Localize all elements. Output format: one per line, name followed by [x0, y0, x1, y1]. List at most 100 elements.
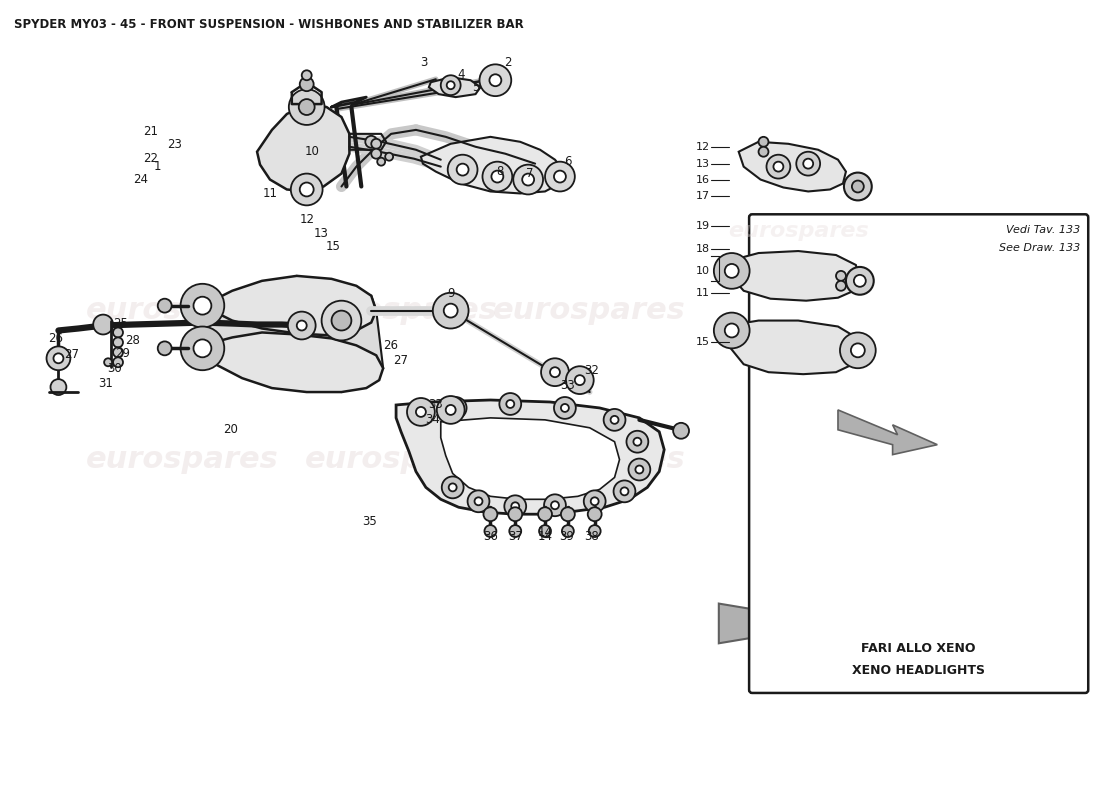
Polygon shape	[441, 418, 619, 499]
Circle shape	[725, 323, 739, 338]
Text: 5: 5	[472, 81, 480, 94]
Text: 33: 33	[428, 398, 443, 411]
Circle shape	[844, 173, 871, 200]
Circle shape	[554, 397, 575, 419]
Circle shape	[627, 430, 648, 453]
Circle shape	[575, 375, 585, 385]
Text: 39: 39	[560, 530, 574, 542]
Text: 17: 17	[696, 191, 710, 202]
Circle shape	[456, 164, 469, 175]
Circle shape	[444, 397, 466, 419]
Circle shape	[492, 170, 504, 182]
Circle shape	[610, 416, 618, 424]
Circle shape	[180, 284, 224, 327]
Text: See Draw. 133: See Draw. 133	[999, 243, 1080, 253]
Circle shape	[474, 498, 483, 506]
Text: 3: 3	[420, 56, 428, 69]
Circle shape	[514, 165, 543, 194]
Circle shape	[512, 502, 519, 510]
Text: eurospares: eurospares	[86, 296, 279, 325]
Circle shape	[372, 139, 382, 149]
Text: 12: 12	[299, 213, 315, 226]
Text: 23: 23	[167, 138, 183, 151]
Circle shape	[561, 404, 569, 412]
Circle shape	[194, 297, 211, 314]
Circle shape	[628, 458, 650, 481]
Circle shape	[51, 379, 66, 395]
FancyBboxPatch shape	[749, 214, 1088, 693]
Circle shape	[588, 525, 601, 537]
Circle shape	[591, 498, 598, 506]
Text: 38: 38	[584, 530, 600, 542]
Circle shape	[846, 267, 873, 294]
Circle shape	[587, 507, 602, 521]
Circle shape	[522, 174, 535, 186]
Circle shape	[796, 152, 821, 175]
Circle shape	[297, 321, 307, 330]
Polygon shape	[838, 410, 937, 454]
Polygon shape	[739, 142, 846, 191]
Circle shape	[54, 354, 64, 363]
Circle shape	[377, 158, 385, 166]
Circle shape	[759, 146, 769, 157]
Text: 4: 4	[456, 68, 464, 81]
Circle shape	[46, 346, 70, 370]
Circle shape	[448, 154, 477, 185]
Text: 2: 2	[505, 56, 512, 69]
Circle shape	[157, 298, 172, 313]
Text: 24: 24	[133, 173, 148, 186]
Text: 25: 25	[113, 317, 129, 330]
Text: 6: 6	[564, 155, 572, 168]
Text: 31: 31	[98, 377, 112, 390]
Text: 37: 37	[508, 530, 522, 542]
Circle shape	[484, 507, 497, 521]
Circle shape	[506, 400, 515, 408]
Text: 1: 1	[154, 160, 162, 173]
Circle shape	[544, 162, 575, 191]
Circle shape	[854, 275, 866, 286]
Text: 22: 22	[143, 152, 158, 165]
Circle shape	[554, 170, 565, 182]
Polygon shape	[718, 603, 888, 643]
Text: eurospares: eurospares	[305, 296, 497, 325]
Circle shape	[725, 264, 739, 278]
Text: 8: 8	[497, 165, 504, 178]
Circle shape	[539, 525, 551, 537]
Text: 13: 13	[696, 158, 710, 169]
Circle shape	[538, 507, 552, 521]
Text: 26: 26	[48, 332, 63, 345]
Circle shape	[94, 314, 113, 334]
Text: 28: 28	[125, 334, 141, 347]
Text: 9: 9	[447, 287, 454, 300]
Circle shape	[483, 162, 513, 191]
Text: 10: 10	[696, 266, 710, 276]
Circle shape	[620, 487, 628, 495]
Circle shape	[504, 495, 526, 517]
Circle shape	[299, 99, 315, 115]
Circle shape	[584, 490, 606, 512]
Polygon shape	[396, 400, 664, 514]
Text: 27: 27	[394, 354, 408, 366]
Circle shape	[113, 347, 123, 358]
Circle shape	[803, 158, 813, 169]
Circle shape	[499, 393, 521, 415]
Circle shape	[836, 271, 846, 281]
Text: 30: 30	[108, 362, 122, 374]
Circle shape	[385, 153, 393, 161]
Text: 11: 11	[263, 187, 277, 200]
Circle shape	[194, 339, 211, 358]
Circle shape	[104, 358, 112, 366]
Text: eurospares: eurospares	[86, 445, 279, 474]
Circle shape	[446, 405, 455, 415]
Circle shape	[673, 423, 689, 438]
Polygon shape	[202, 276, 383, 392]
Text: eurospares: eurospares	[493, 296, 686, 325]
Polygon shape	[728, 321, 860, 374]
Circle shape	[836, 281, 846, 290]
Text: 26: 26	[384, 339, 398, 352]
Text: SPYDER MY03 - 45 - FRONT SUSPENSION - WISHBONES AND STABILIZER BAR: SPYDER MY03 - 45 - FRONT SUSPENSION - WI…	[14, 18, 524, 30]
Circle shape	[636, 466, 644, 474]
Circle shape	[840, 333, 876, 368]
Circle shape	[550, 367, 560, 377]
Text: 21: 21	[143, 126, 158, 138]
